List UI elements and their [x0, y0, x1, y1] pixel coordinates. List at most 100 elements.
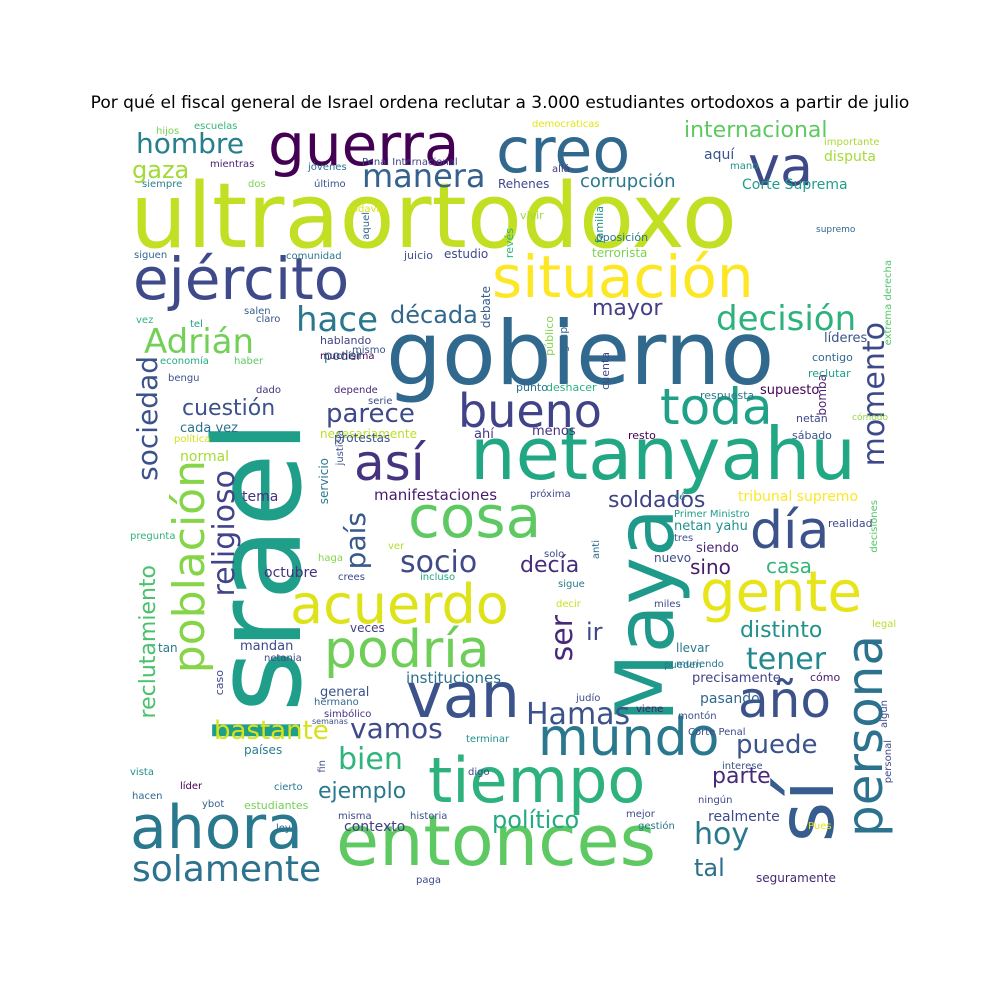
word-va: va: [748, 135, 814, 198]
word-legal: legal: [872, 619, 896, 630]
word-soldados: soldados: [608, 488, 706, 513]
word-creo: creo: [496, 120, 631, 187]
word-dado: dado: [256, 385, 281, 396]
word-protestas: protestas: [334, 431, 391, 445]
word-punto: punto: [516, 381, 548, 394]
word-tener: tener: [746, 642, 827, 677]
word-nuevo: nuevo: [654, 551, 692, 565]
word-cuestion: cuestión: [182, 396, 276, 421]
word-interese: interese: [722, 761, 763, 772]
word-bomba: bomba: [815, 374, 829, 416]
word-precisamente: precisamente: [692, 671, 781, 686]
word-octubre: octubre: [264, 565, 318, 581]
word-mundo: mundo: [538, 708, 720, 768]
word-penal-internacional: Penal Internacional: [362, 157, 458, 168]
word-tel: tel: [190, 319, 203, 330]
word-como: cómo: [810, 671, 841, 684]
word-decir: decir: [556, 599, 581, 610]
word-tribunal-supremo: tribunal supremo: [738, 489, 859, 505]
word-gobierno: gobierno: [386, 302, 775, 405]
word-comunidad: comunidad: [286, 251, 342, 262]
word-parece: parece: [326, 399, 415, 429]
word-ultimo: último: [314, 179, 346, 190]
word-gestion: gestión: [638, 821, 675, 832]
word-tan: tan: [158, 641, 178, 655]
word-claro: claro: [256, 314, 281, 325]
word-mejor: mejor: [626, 809, 655, 820]
word-paises: países: [244, 743, 283, 757]
word-aqui: aquí: [704, 147, 735, 163]
word-ver: ver: [388, 541, 405, 552]
word-vista: vista: [130, 767, 154, 778]
word-sino: sino: [690, 555, 731, 579]
word-corrupcion: corrupción: [580, 171, 676, 192]
word-socio: socio: [400, 545, 478, 580]
word-hermano: hermano: [314, 697, 359, 708]
word-contexto: contexto: [344, 819, 406, 835]
word-sociedad: sociedad: [131, 356, 164, 481]
word-pues: Pues: [808, 821, 832, 832]
word-puede: puede: [736, 730, 818, 760]
word-mismo: mismo: [352, 345, 386, 356]
word-entonces: entonces: [336, 800, 657, 882]
word-asi: así: [354, 434, 425, 492]
word-lider: líder: [180, 781, 203, 792]
word-veces: veces: [350, 621, 385, 635]
word-pasando: pasando: [700, 691, 760, 707]
word-escuelas: escuelas: [194, 121, 238, 132]
word-estudiantes: estudiantes: [244, 799, 309, 812]
word-parte: parte: [712, 764, 771, 789]
word-paga: paga: [416, 875, 441, 886]
word-vez: vez: [136, 315, 154, 326]
word-miles: miles: [654, 599, 681, 610]
word-ejercito: ejército: [133, 245, 350, 313]
word-pais: país: [339, 512, 372, 570]
word-netan: netan: [796, 412, 828, 425]
word-van: van: [406, 659, 520, 732]
word-salen: salen: [244, 306, 271, 317]
word-ahi: ahí: [474, 427, 494, 442]
word-aquel: aquel: [361, 212, 372, 240]
word-sigue: sigue: [558, 579, 585, 590]
word-siempre: siempre: [142, 179, 183, 190]
word-solamente: solamente: [132, 849, 322, 888]
word-distinto: distinto: [740, 618, 823, 643]
word-monton: montón: [678, 711, 717, 722]
word-acuerdo: acuerdo: [290, 573, 509, 636]
word-muriendo: muriendo: [676, 659, 724, 670]
word-necesariamente: necesariamente: [320, 427, 417, 441]
word-proxima: próxima: [530, 489, 571, 500]
chart-title: Por qué el fiscal general de Israel orde…: [90, 93, 910, 113]
word-grupo: grupo: [557, 320, 570, 353]
word-primer-ministro: Primer Ministro: [674, 509, 750, 520]
word-hamas: Hamas: [526, 697, 631, 732]
word-guerra: guerra: [268, 120, 460, 179]
word-terminar: terminar: [466, 734, 510, 745]
word-politico: político: [492, 806, 580, 834]
word-ybot: ybot: [202, 799, 225, 810]
word-extrema-derecha: extrema derecha: [883, 260, 894, 346]
word-misma: misma: [338, 811, 372, 822]
word-cuenta: cuenta: [599, 352, 612, 390]
word-simbolico: simbólico: [324, 709, 372, 720]
word-ser: ser: [545, 615, 580, 662]
word-mientras: mientras: [210, 159, 255, 170]
word-mayor: mayor: [592, 296, 663, 321]
word-hombre: hombre: [136, 127, 245, 160]
word-politica: política: [174, 434, 211, 445]
word-terrorista: terrorista: [592, 246, 648, 260]
word-personal: personal: [883, 740, 894, 784]
word-haga: haga: [318, 553, 343, 564]
word-supremo: supremo: [816, 225, 856, 235]
word-mandan: mandan: [240, 639, 294, 654]
word-internacional: internacional: [684, 120, 828, 143]
word-democraticas: democráticas: [532, 120, 600, 130]
word-decision: decisión: [716, 299, 857, 339]
word-llevar: llevar: [676, 641, 710, 655]
word-bengu: bengu: [168, 373, 200, 384]
word-importante: importante: [824, 137, 880, 148]
word-dia: día: [750, 501, 830, 561]
word-casa: casa: [766, 554, 812, 578]
word-hablando: hablando: [320, 334, 372, 347]
word-tal: tal: [694, 854, 725, 882]
